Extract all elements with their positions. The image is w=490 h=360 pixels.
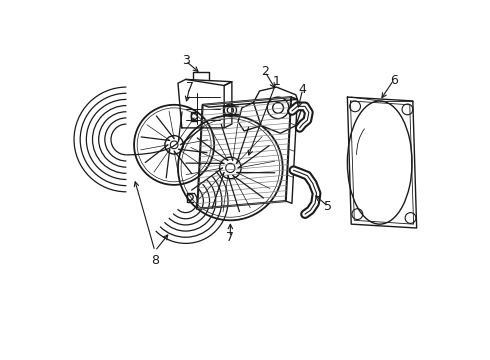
Text: 4: 4 (299, 83, 307, 96)
Text: 3: 3 (182, 54, 190, 67)
Text: 8: 8 (151, 254, 159, 267)
Text: 1: 1 (272, 75, 280, 88)
Text: 5: 5 (324, 200, 332, 213)
Circle shape (220, 157, 241, 179)
Text: 2: 2 (261, 65, 269, 78)
Text: 6: 6 (390, 74, 397, 87)
Text: 7: 7 (186, 81, 194, 94)
Text: 7: 7 (226, 231, 234, 244)
Circle shape (165, 136, 183, 154)
